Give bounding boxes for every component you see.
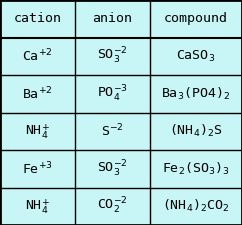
Bar — [75, 112, 150, 150]
Bar — [75, 0, 150, 38]
Text: Ba$^{+2}$: Ba$^{+2}$ — [22, 86, 53, 102]
Bar — [150, 75, 242, 112]
Text: CaSO$_3$: CaSO$_3$ — [176, 49, 216, 64]
Bar — [75, 75, 150, 112]
Text: anion: anion — [92, 12, 133, 25]
Bar — [75, 150, 150, 187]
Text: Fe$^{+3}$: Fe$^{+3}$ — [22, 160, 53, 177]
Text: Ba$_3$(PO4)$_2$: Ba$_3$(PO4)$_2$ — [161, 86, 231, 102]
Text: cation: cation — [14, 12, 61, 25]
Text: Ca$^{+2}$: Ca$^{+2}$ — [22, 48, 53, 65]
Bar — [150, 187, 242, 225]
Bar — [0, 150, 75, 187]
Text: compound: compound — [164, 12, 228, 25]
Bar — [150, 150, 242, 187]
Text: NH$_4^{+}$: NH$_4^{+}$ — [25, 197, 50, 216]
Text: Fe$_2$(SO$_3$)$_3$: Fe$_2$(SO$_3$)$_3$ — [162, 161, 230, 177]
Bar — [0, 187, 75, 225]
Bar — [0, 112, 75, 150]
Text: (NH$_4$)$_2$S: (NH$_4$)$_2$S — [169, 123, 223, 139]
Text: (NH$_4$)$_2$CO$_2$: (NH$_4$)$_2$CO$_2$ — [162, 198, 230, 214]
Text: CO$_2^{-2}$: CO$_2^{-2}$ — [97, 196, 128, 216]
Bar — [150, 0, 242, 38]
Bar — [0, 0, 75, 38]
Bar — [75, 38, 150, 75]
Bar — [0, 75, 75, 112]
Text: SO$_3^{-2}$: SO$_3^{-2}$ — [97, 46, 128, 66]
Bar — [150, 112, 242, 150]
Text: S$^{-2}$: S$^{-2}$ — [101, 123, 124, 140]
Text: SO$_3^{-2}$: SO$_3^{-2}$ — [97, 159, 128, 179]
Bar — [150, 38, 242, 75]
Text: NH$_4^{+}$: NH$_4^{+}$ — [25, 122, 50, 141]
Bar — [0, 38, 75, 75]
Bar — [75, 187, 150, 225]
Text: PO$_4^{-3}$: PO$_4^{-3}$ — [97, 84, 128, 104]
